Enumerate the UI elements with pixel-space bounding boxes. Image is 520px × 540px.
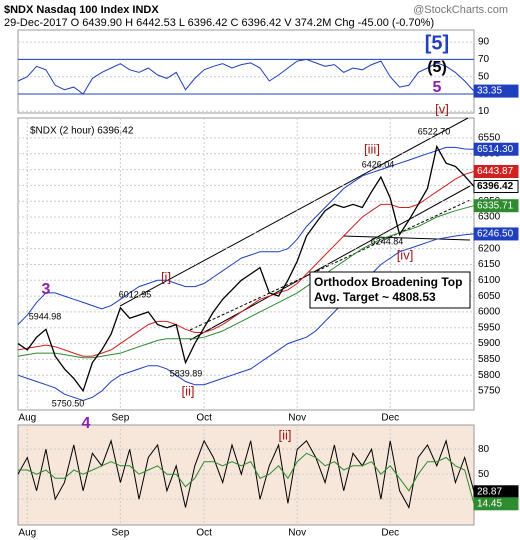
end-tag	[473, 199, 519, 213]
end-tag	[473, 84, 519, 98]
x-tick-label: Aug	[18, 413, 36, 424]
y-tick-label: 6100	[478, 275, 501, 286]
annotation: 5	[433, 79, 442, 96]
annotation: 6426.04	[362, 159, 395, 169]
upper-trendline	[119, 117, 469, 307]
end-tag	[473, 180, 519, 194]
x-tick-label: Aug	[18, 528, 36, 539]
annotation: 5839.89	[170, 368, 203, 378]
neckline	[342, 235, 471, 241]
lower-trendline	[189, 185, 471, 341]
annotation: [iii]	[364, 141, 380, 156]
y-tick-label: 5750	[478, 386, 501, 397]
annotation: 4	[82, 415, 91, 432]
end-tag-label: 6443.87	[477, 166, 514, 177]
x-tick-label: Nov	[288, 413, 306, 424]
y-tick-label: 6200	[478, 243, 501, 254]
annotation: [5]	[425, 32, 449, 54]
end-tag	[473, 227, 519, 241]
end-tag-label: 6246.50	[477, 229, 514, 240]
series-line	[17, 439, 475, 509]
quote-line: 29-Dec-2017 O 6439.90 H 6442.53 L 6396.4…	[4, 17, 434, 29]
rsi-frame	[17, 29, 475, 114]
y-tick-label: 5800	[478, 370, 501, 381]
mid-trendline	[189, 199, 471, 331]
x-tick-label: Dec	[381, 528, 399, 539]
y-tick-label: 80	[478, 444, 490, 455]
annotation: 6522.70	[418, 126, 451, 136]
annotation: (5)	[427, 59, 447, 76]
end-tag-label: 28.87	[477, 486, 502, 497]
annotation: 3	[42, 281, 51, 298]
oscillator-frame	[17, 424, 475, 526]
y-tick-label: 6300	[478, 212, 501, 223]
x-tick-label: Sep	[111, 413, 129, 424]
end-tag-label: 14.45	[477, 498, 502, 509]
end-tag-label: 6514.30	[477, 144, 514, 155]
annotation: [i]	[161, 269, 171, 284]
y-tick-label: 6150	[478, 259, 501, 270]
series-line	[17, 146, 475, 325]
annotation: [iv]	[397, 247, 414, 262]
series-line	[17, 233, 475, 402]
note-box	[309, 271, 471, 309]
trendlines	[119, 117, 471, 341]
y-tick-label: 6550	[478, 133, 501, 144]
end-tag-label: 6335.71	[477, 200, 514, 211]
y-tick-label: 90	[478, 37, 490, 48]
annotation: [ii]	[182, 383, 195, 398]
series-line	[18, 452, 475, 504]
end-tag-label: 6396.42	[477, 181, 514, 192]
y-tick-label: 10	[478, 106, 490, 117]
watermark: @StockCharts.com	[413, 4, 508, 16]
y-tick-label: 6000	[478, 307, 501, 318]
y-tick-label: 6050	[478, 291, 501, 302]
annotation: 5750.50	[52, 398, 85, 408]
x-tick-label: Dec	[381, 413, 399, 424]
note-text: Avg. Target ~ 4808.53	[314, 290, 436, 304]
y-tick-label: 50	[478, 469, 490, 480]
end-tag	[473, 165, 519, 179]
y-tick-label: 5850	[478, 354, 501, 365]
oscillator-background	[18, 425, 474, 525]
series-line	[17, 205, 475, 359]
end-tag	[473, 142, 519, 156]
series-line	[17, 171, 475, 357]
x-tick-label: Oct	[196, 413, 212, 424]
x-tick-label: Sep	[111, 528, 129, 539]
y-tick-label: 70	[478, 54, 490, 65]
end-tag	[473, 497, 519, 511]
series-line	[17, 144, 475, 393]
y-tick-label: 50	[478, 71, 490, 82]
symbol-line: $NDX Nasdaq 100 Index INDX	[4, 4, 159, 16]
note-text: Orthodox Broadening Top	[314, 275, 462, 289]
annotation: [ii]	[279, 427, 292, 442]
x-tick-label: Nov	[288, 528, 306, 539]
legend: $NDX (2 hour) 6396.42	[30, 126, 134, 137]
annotation: 6012.95	[119, 289, 152, 299]
series-line	[17, 58, 475, 95]
y-tick-label: 5950	[478, 322, 501, 333]
x-tick-label: Oct	[196, 528, 212, 539]
annotation: 6244.84	[371, 236, 404, 246]
y-tick-label: 5900	[478, 338, 501, 349]
end-tag-label: 33.35	[477, 86, 502, 97]
annotation: 5944.98	[29, 311, 62, 321]
annotation: [v]	[435, 101, 449, 116]
